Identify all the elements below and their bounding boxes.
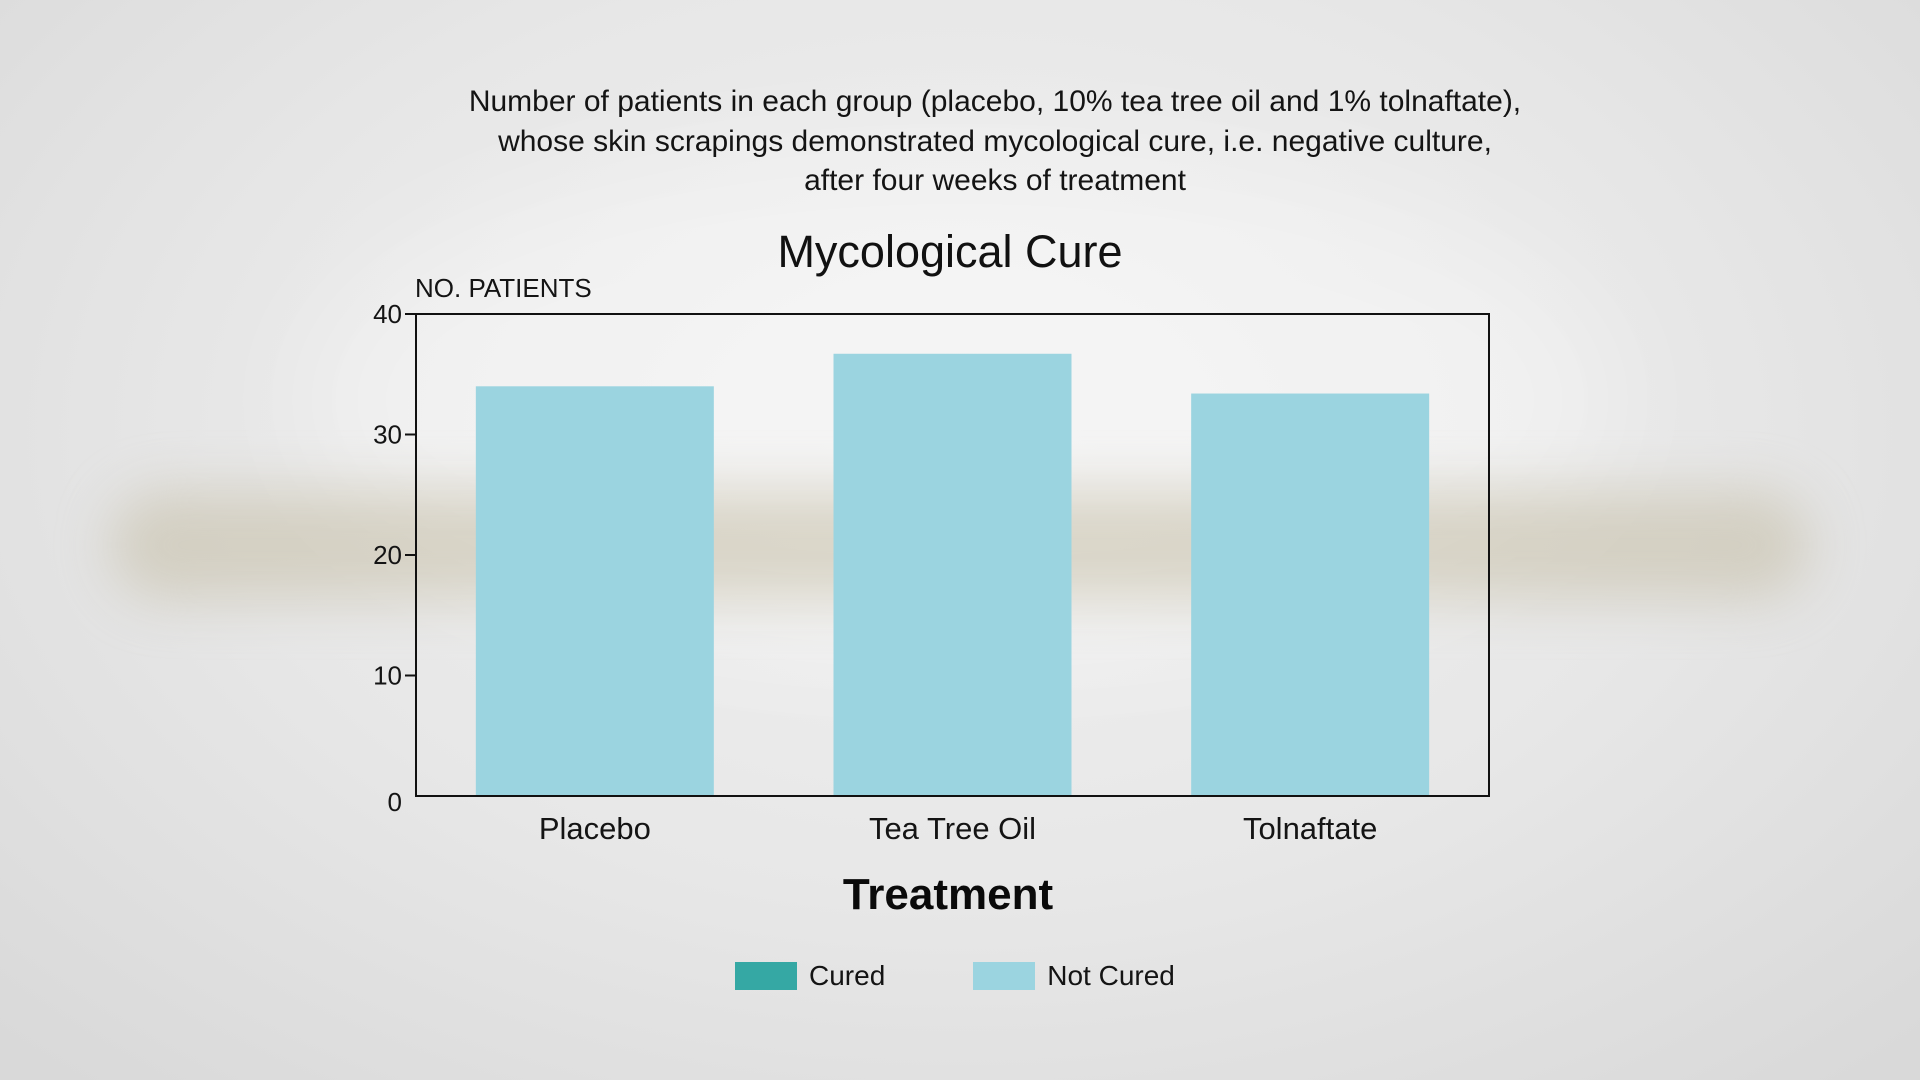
y-tick-label: 20 <box>373 540 402 570</box>
chart-description: Number of patients in each group (placeb… <box>360 82 1630 201</box>
legend-label-cured: Cured <box>809 960 886 991</box>
bar-not-cured <box>475 386 714 796</box>
y-tick-label: 30 <box>373 420 402 450</box>
y-tick-label: 10 <box>373 661 402 691</box>
y-axis-label: NO. PATIENTS <box>415 273 592 303</box>
x-tick-label: Tea Tree Oil <box>869 811 1036 846</box>
legend-swatch-not-cured <box>973 962 1036 990</box>
y-tick-label: 0 <box>388 787 402 817</box>
bar-not-cured <box>1191 393 1430 796</box>
legend: Cured Not Cured <box>735 960 1175 992</box>
legend-item-cured: Cured <box>735 960 885 992</box>
description-line: after four weeks of treatment <box>804 164 1186 197</box>
bar-not-cured <box>833 353 1072 796</box>
chart-title: Mycological Cure <box>777 226 1123 277</box>
legend-label-not-cured: Not Cured <box>1047 960 1175 991</box>
legend-item-not-cured: Not Cured <box>973 960 1175 992</box>
x-axis-label: Treatment <box>842 870 1054 919</box>
y-tick-label: 40 <box>373 299 402 329</box>
description-line: Number of patients in each group (placeb… <box>468 85 1522 118</box>
x-tick-label: Tolnaftate <box>1243 811 1377 846</box>
legend-swatch-cured <box>735 962 797 990</box>
description-line: whose skin scrapings demonstrated mycolo… <box>498 124 1492 158</box>
x-tick-label: Placebo <box>539 811 651 846</box>
